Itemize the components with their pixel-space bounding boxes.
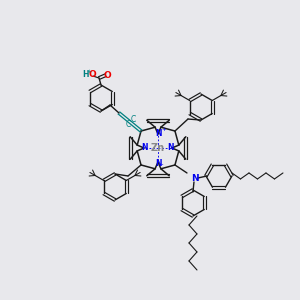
Text: N: N bbox=[142, 143, 148, 152]
Text: H: H bbox=[82, 70, 88, 79]
Text: -: - bbox=[161, 161, 164, 167]
Text: C: C bbox=[130, 115, 136, 124]
Text: N: N bbox=[155, 158, 161, 167]
Text: N: N bbox=[168, 143, 174, 152]
Text: N: N bbox=[155, 128, 161, 137]
Text: Zn: Zn bbox=[151, 143, 165, 153]
Text: +: + bbox=[87, 68, 92, 74]
Text: +: + bbox=[161, 127, 166, 132]
Text: O: O bbox=[88, 70, 96, 79]
Text: O: O bbox=[103, 70, 111, 80]
Text: N: N bbox=[191, 175, 199, 184]
Text: C: C bbox=[125, 119, 131, 128]
